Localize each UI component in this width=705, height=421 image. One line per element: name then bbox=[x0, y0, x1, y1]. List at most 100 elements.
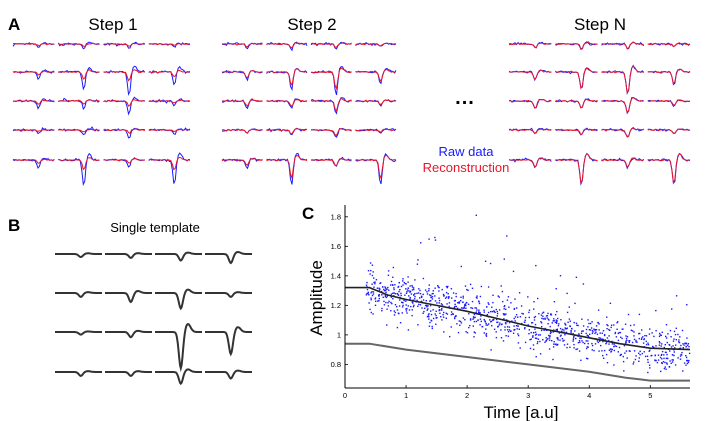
scatter-point bbox=[570, 330, 571, 331]
scatter-point bbox=[615, 332, 616, 333]
scatter-point bbox=[428, 316, 429, 317]
scatter-point bbox=[636, 342, 637, 343]
scatter-point bbox=[520, 347, 521, 348]
scatter-point bbox=[644, 351, 645, 352]
scatter-point bbox=[476, 309, 477, 310]
scatter-point bbox=[507, 326, 508, 327]
scatter-point bbox=[540, 353, 541, 354]
scatter-point bbox=[438, 286, 439, 287]
scatter-point bbox=[384, 290, 385, 291]
raw-trace bbox=[58, 68, 99, 89]
scatter-point bbox=[467, 290, 468, 291]
scatter-point bbox=[533, 344, 534, 345]
scatter-point bbox=[563, 329, 564, 330]
scatter-point bbox=[654, 359, 655, 360]
raw-trace bbox=[555, 42, 597, 50]
raw-trace bbox=[509, 42, 551, 48]
scatter-point bbox=[369, 309, 370, 310]
template-trace bbox=[205, 327, 252, 354]
reconstruction-trace bbox=[149, 44, 190, 46]
scatter-point bbox=[648, 344, 649, 345]
scatter-point bbox=[579, 342, 580, 343]
scatter-point bbox=[435, 313, 436, 314]
reconstruction-trace bbox=[602, 43, 644, 50]
scatter-point bbox=[492, 319, 493, 320]
scatter-point bbox=[499, 324, 500, 325]
scatter-point bbox=[383, 297, 384, 298]
scatter-point bbox=[439, 309, 440, 310]
scatter-point bbox=[431, 314, 432, 315]
reconstruction-trace bbox=[222, 159, 263, 166]
scatter-point bbox=[600, 345, 601, 346]
scatter-point bbox=[399, 289, 400, 290]
raw-trace bbox=[602, 66, 644, 94]
scatter-point bbox=[567, 312, 568, 313]
scatter-point bbox=[409, 309, 410, 310]
scatter-point bbox=[592, 333, 593, 334]
scatter-point bbox=[626, 340, 627, 341]
scatter-point bbox=[388, 290, 389, 291]
scatter-point bbox=[406, 310, 407, 311]
scatter-point bbox=[388, 305, 389, 306]
raw-trace bbox=[58, 154, 99, 185]
scatter-point bbox=[603, 358, 604, 359]
scatter-point bbox=[463, 297, 464, 298]
scatter-point bbox=[595, 343, 596, 344]
scatter-point bbox=[518, 342, 519, 343]
scatter-point bbox=[375, 301, 376, 302]
scatter-point bbox=[661, 343, 662, 344]
scatter-point bbox=[576, 277, 577, 278]
scatter-point bbox=[536, 356, 537, 357]
scatter-point bbox=[451, 288, 452, 289]
scatter-point bbox=[573, 339, 574, 340]
scatter-point bbox=[368, 302, 369, 303]
scatter-point bbox=[481, 321, 482, 322]
scatter-point bbox=[455, 304, 456, 305]
scatter-point bbox=[620, 332, 621, 333]
scatter-point bbox=[547, 317, 548, 318]
scatter-point bbox=[408, 305, 409, 306]
scatter-point bbox=[476, 215, 477, 216]
scatter-point bbox=[647, 372, 648, 373]
scatter-point bbox=[600, 338, 601, 339]
scatter-point bbox=[575, 349, 576, 350]
scatter-point bbox=[570, 321, 571, 322]
scatter-point bbox=[627, 336, 628, 337]
raw-trace bbox=[104, 42, 145, 48]
scatter-point bbox=[663, 361, 664, 362]
scatter-point bbox=[589, 329, 590, 330]
scatter-point bbox=[658, 355, 659, 356]
scatter-point bbox=[465, 331, 466, 332]
scatter-point bbox=[401, 286, 402, 287]
scatter-point bbox=[458, 332, 459, 333]
scatter-point bbox=[633, 324, 634, 325]
scatter-point bbox=[583, 325, 584, 326]
scatter-point bbox=[534, 319, 535, 320]
scatter-point bbox=[688, 343, 689, 344]
scatter-point bbox=[634, 350, 635, 351]
scatter-point bbox=[469, 325, 470, 326]
scatter-point bbox=[608, 335, 609, 336]
scatter-point bbox=[586, 358, 587, 359]
scatter-point bbox=[503, 340, 504, 341]
scatter-point bbox=[501, 285, 502, 286]
scatter-point bbox=[412, 309, 413, 310]
scatter-point bbox=[474, 317, 475, 318]
scatter-point bbox=[407, 282, 408, 283]
scatter-point bbox=[659, 342, 660, 343]
scatter-point bbox=[430, 300, 431, 301]
scatter-point bbox=[373, 293, 374, 294]
scatter-point bbox=[613, 324, 614, 325]
scatter-point bbox=[419, 297, 420, 298]
scatter-point bbox=[595, 329, 596, 330]
scatter-point bbox=[602, 355, 603, 356]
scatter-point bbox=[373, 277, 374, 278]
template-trace bbox=[105, 291, 152, 302]
scatter-point bbox=[435, 324, 436, 325]
scatter-point bbox=[418, 288, 419, 289]
y-tick-label: 0.8 bbox=[331, 360, 341, 369]
scatter-point bbox=[460, 300, 461, 301]
scatter-point bbox=[470, 284, 471, 285]
scatter-point bbox=[485, 334, 486, 335]
reconstruction-trace bbox=[356, 155, 397, 178]
